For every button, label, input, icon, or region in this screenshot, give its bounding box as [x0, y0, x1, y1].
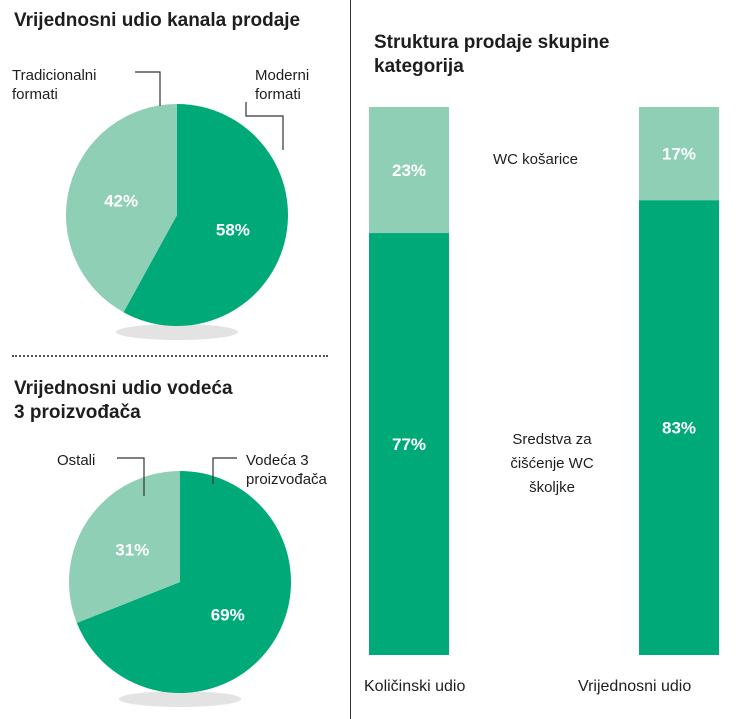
bar-1-segment-2: [369, 107, 449, 234]
bars-title-line1: Struktura prodaje skupine: [374, 32, 610, 53]
pie2-label-leading3-line1: Vodeća 3: [246, 452, 309, 469]
pie1-shadow: [115, 324, 239, 340]
pie2-shadow: [118, 691, 242, 707]
pie1-slice-2: [65, 104, 177, 313]
bar-1-segment-1-label: 77%: [392, 435, 426, 454]
horizontal-divider: [12, 355, 328, 357]
pie1-slice-1-label: 58%: [216, 220, 250, 239]
stacked-bars: 77% 23% 83% 17%: [369, 107, 719, 656]
bars-title-line2: kategorija: [374, 56, 464, 77]
pie2: 69% 31%: [69, 471, 292, 707]
pie1-title: Vrijednosni udio kanala prodaje: [14, 10, 301, 31]
pie2-label-leading3: Vodeća 3 proizvođača: [246, 451, 327, 489]
legend-wc-kosarice-line1: WC košarice: [493, 151, 579, 168]
legend-sredstva-line2: čišćenje WC: [510, 455, 594, 472]
pie2-title-line2: 3 proizvođača: [14, 402, 141, 423]
bar-2-segment-2: [639, 107, 719, 201]
pie1-label-modern-line1: Moderni: [255, 67, 310, 84]
leader-lines: [117, 71, 284, 496]
pie2-slice-1: [76, 471, 292, 693]
pie1: 58% 42%: [65, 104, 288, 340]
pie2-leader-leading3: [212, 457, 237, 484]
pie2-slice-1-label: 69%: [211, 605, 245, 624]
pie2-label-leading3-line2: proizvođača: [246, 471, 327, 488]
pie2-title-line1: Vrijednosni udio vodeća: [14, 378, 233, 399]
pie2-slice-2: [69, 471, 180, 623]
pie1-leader-modern: [245, 102, 284, 150]
bar-category-label-1: Količinski udio: [364, 678, 466, 695]
pie2-leader-others: [117, 457, 145, 496]
bar-category-label-2: Vrijednosni udio: [578, 678, 692, 695]
legend-sredstva-line3: školjke: [529, 479, 575, 496]
bar-1-segment-1: [369, 233, 449, 656]
pie1-label-traditional-line2: formati: [12, 86, 58, 103]
vertical-divider: [350, 0, 351, 719]
pie2-label-others: Ostali: [57, 451, 95, 470]
bar-2-segment-1: [639, 200, 719, 655]
pie1-label-modern-line2: formati: [255, 86, 301, 103]
pie2-slice-2-label: 31%: [115, 541, 149, 560]
bar-2-segment-2-label: 17%: [662, 145, 696, 164]
pie2-title: Vrijednosni udio vodeća 3 proizvođača: [14, 377, 233, 425]
pie1-leader-traditional: [135, 71, 161, 106]
pie1-label-modern: Moderni formati: [255, 66, 309, 104]
legend-wc-kosarice: WC košarice: [493, 150, 578, 169]
pie1-slice-2-label: 42%: [104, 192, 138, 211]
pie1-label-traditional: Tradicionalni formati: [12, 66, 97, 104]
pie1-label-traditional-line1: Tradicionalni: [12, 67, 97, 84]
bars-title: Struktura prodaje skupine kategorija: [374, 31, 609, 79]
legend-sredstva-line1: Sredstva za: [512, 431, 592, 448]
bar-1-segment-2-label: 23%: [392, 161, 426, 180]
legend-sredstva: Sredstva za čišćenje WC školjke: [492, 428, 612, 500]
pie1-slice-1: [123, 104, 288, 326]
bar-2-segment-1-label: 83%: [662, 419, 696, 438]
pie2-label-others-line1: Ostali: [57, 452, 96, 469]
